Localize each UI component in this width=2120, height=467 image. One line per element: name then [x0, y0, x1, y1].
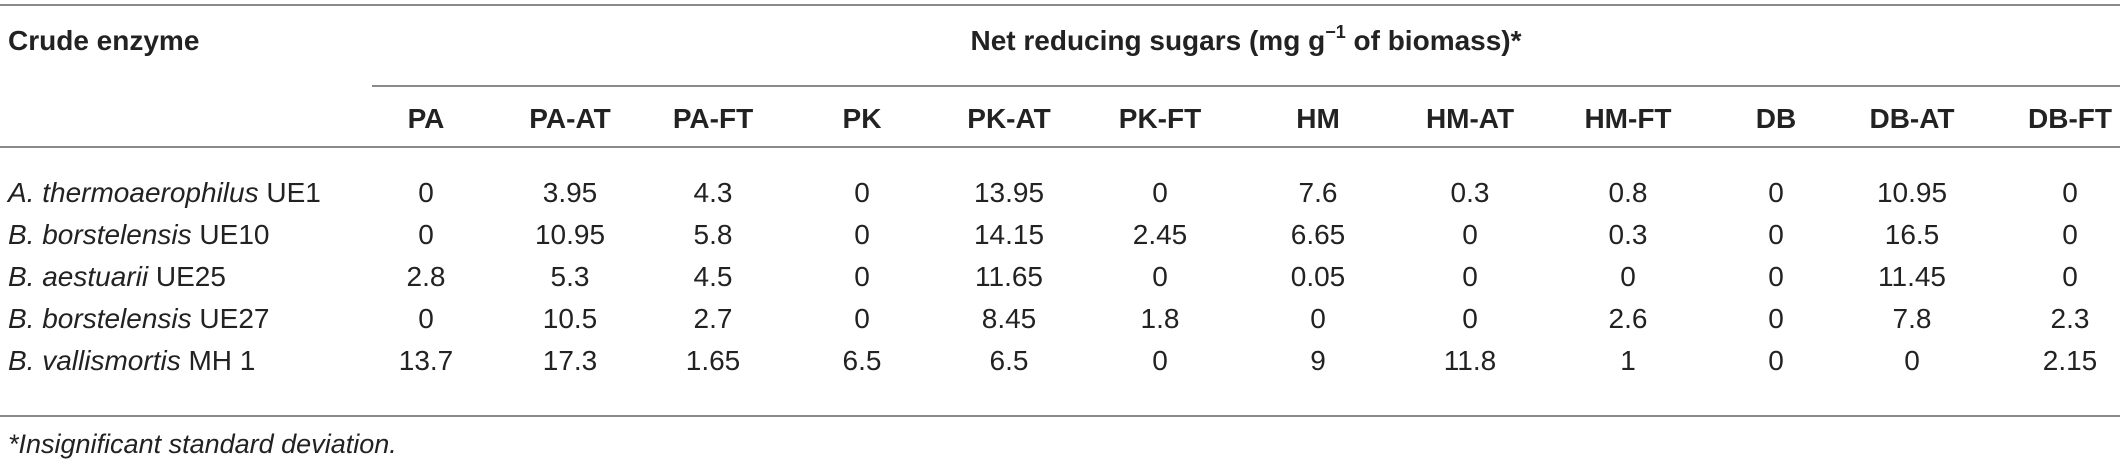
column-header: PK-FT — [1118, 103, 1202, 134]
column-header: DB-AT — [1869, 103, 1955, 134]
table-cell: 1 — [1620, 345, 1636, 376]
row-label: B. borstelensis UE10 — [8, 218, 269, 252]
table-cell: 5.3 — [550, 261, 590, 292]
table-cell: 1.65 — [685, 345, 741, 376]
table-cell: 0 — [1310, 303, 1326, 334]
column-header: PK — [842, 103, 882, 134]
column-header: PA-AT — [529, 103, 611, 134]
species-name: B. vallismortis — [8, 345, 181, 376]
table-cell: 0 — [1768, 345, 1784, 376]
table-cell: 14.15 — [973, 219, 1045, 250]
row-label-header: Crude enzyme — [8, 25, 200, 56]
table-cell: 0 — [1462, 303, 1478, 334]
table-cell: 3.95 — [542, 177, 598, 208]
table-cell: 0 — [2062, 219, 2078, 250]
table-cell: 0.8 — [1608, 177, 1648, 208]
row-label: B. aestuarii UE25 — [8, 260, 226, 294]
table-cell: 0 — [2062, 177, 2078, 208]
species-name: B. borstelensis — [8, 303, 192, 334]
table-cell: 4.3 — [693, 177, 733, 208]
species-name: A. thermoaerophilus — [8, 177, 259, 208]
table-cell: 0 — [854, 177, 870, 208]
table-cell: 13.95 — [973, 177, 1045, 208]
strain-code: UE1 — [258, 177, 321, 208]
table-cell: 0 — [418, 219, 434, 250]
table-cell: 2.7 — [693, 303, 733, 334]
table-cell: 0 — [1768, 219, 1784, 250]
strain-code: MH 1 — [180, 345, 256, 376]
table-cell: 17.3 — [542, 345, 598, 376]
table-cell: 0 — [1768, 177, 1784, 208]
column-header: PK-AT — [967, 103, 1051, 134]
table-cell: 11.45 — [1878, 261, 1946, 292]
table-cell: 0 — [418, 303, 434, 334]
row-label: B. borstelensis UE27 — [8, 302, 269, 336]
species-name: B. aestuarii — [8, 261, 149, 292]
strain-code: UE27 — [191, 303, 270, 334]
subheader-rule — [372, 85, 2120, 87]
table-cell: 0 — [1152, 261, 1168, 292]
column-header: HM-AT — [1425, 103, 1515, 134]
table-cell: 0 — [854, 261, 870, 292]
table-cell: 5.8 — [693, 219, 733, 250]
column-header: PA — [407, 103, 445, 134]
group-header: Net reducing sugars (mg g−1 of biomass)* — [970, 21, 1522, 56]
table-cell: 8.45 — [981, 303, 1037, 334]
column-header: DB — [1755, 103, 1797, 134]
table-cell: 10.95 — [1876, 177, 1948, 208]
table-cell: 7.8 — [1892, 303, 1932, 334]
table-cell: 0 — [1462, 261, 1478, 292]
column-header: PA-FT — [672, 103, 754, 134]
footnote: *Insignificant standard deviation. — [8, 429, 397, 459]
table-cell: 10.95 — [534, 219, 606, 250]
table-cell: 11.65 — [975, 261, 1043, 292]
strain-code: UE25 — [148, 261, 226, 292]
table-cell: 0 — [1768, 261, 1784, 292]
table-cell: 2.8 — [406, 261, 446, 292]
bottom-rule — [0, 415, 2120, 417]
table-cell: 2.3 — [2050, 303, 2090, 334]
table-cell: 7.6 — [1298, 177, 1338, 208]
table-cell: 0 — [1904, 345, 1920, 376]
row-label: A. thermoaerophilus UE1 — [8, 176, 321, 210]
table-cell: 1.8 — [1140, 303, 1180, 334]
table-cell: 0 — [854, 303, 870, 334]
table-cell: 0 — [418, 177, 434, 208]
table-cell: 2.15 — [2042, 345, 2098, 376]
table-cell: 6.65 — [1290, 219, 1346, 250]
table-cell: 0 — [1462, 219, 1478, 250]
column-header: HM-FT — [1584, 103, 1672, 134]
top-rule — [0, 4, 2120, 6]
table-cell: 6.5 — [989, 345, 1029, 376]
table-cell: 0 — [2062, 261, 2078, 292]
table-cell: 0.05 — [1290, 261, 1346, 292]
strain-code: UE10 — [191, 219, 270, 250]
row-label: B. vallismortis MH 1 — [8, 344, 255, 378]
table-cell: 13.7 — [398, 345, 454, 376]
column-header: DB-FT — [2028, 103, 2112, 134]
column-header: HM — [1296, 103, 1340, 134]
table-cell: 0 — [1152, 345, 1168, 376]
table-cell: 10.5 — [542, 303, 598, 334]
table-cell: 4.5 — [693, 261, 733, 292]
table-cell: 2.6 — [1608, 303, 1648, 334]
table-cell: 2.45 — [1132, 219, 1188, 250]
table-cell: 0.3 — [1608, 219, 1648, 250]
table-cell: 0 — [1152, 177, 1168, 208]
table-cell: 0.3 — [1450, 177, 1490, 208]
header-rule — [0, 146, 2120, 148]
table-cell: 9 — [1310, 345, 1326, 376]
table-cell: 16.5 — [1884, 219, 1940, 250]
table-cell: 0 — [1620, 261, 1636, 292]
table-cell: 0 — [854, 219, 870, 250]
species-name: B. borstelensis — [8, 219, 192, 250]
table-cell: 0 — [1768, 303, 1784, 334]
table-cell: 6.5 — [842, 345, 882, 376]
table-cell: 11.8 — [1443, 345, 1497, 376]
